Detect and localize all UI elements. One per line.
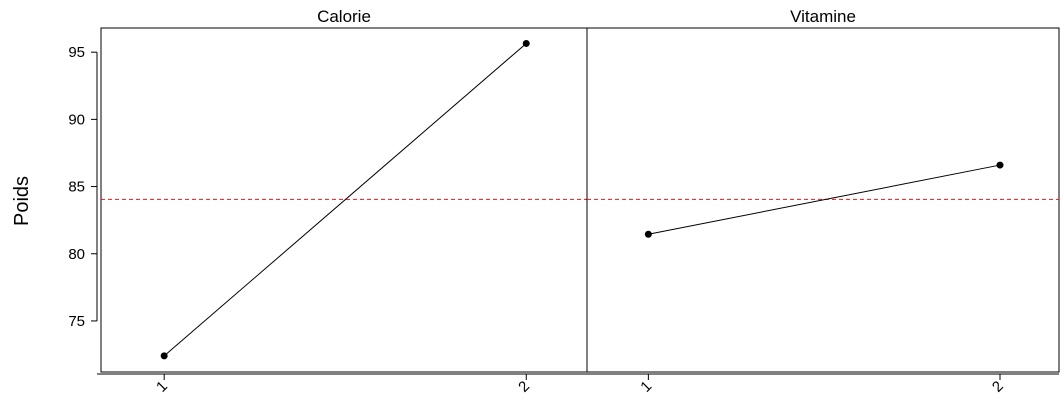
panel-frame: [586, 27, 1060, 373]
data-point: [644, 230, 652, 238]
y-tick-label: 75: [68, 313, 85, 330]
series-line: [163, 43, 527, 357]
panel-calorie: Calorie 1 2: [100, 7, 588, 396]
y-tick-label: 90: [68, 111, 85, 128]
panel-vitamine: Vitamine 1 2: [586, 7, 1060, 396]
x-tick-label: 1: [637, 378, 655, 396]
y-axis: 75 80 85 90 95: [68, 44, 98, 330]
x-tick-label: 2: [515, 378, 533, 396]
y-tick-label: 85: [68, 179, 85, 196]
data-point: [160, 352, 168, 360]
panel-title: Calorie: [317, 7, 371, 26]
y-axis-title: Poids: [11, 176, 33, 226]
y-tick-label: 80: [68, 246, 85, 263]
panels-layer: Calorie 1 2 Vitamine 1 2: [97, 7, 1060, 396]
x-tick-label: 1: [153, 378, 171, 396]
data-point: [522, 39, 530, 47]
panel-frame: [100, 27, 588, 373]
data-point: [996, 161, 1004, 169]
y-tick-label: 95: [68, 44, 85, 61]
x-tick-label: 2: [989, 378, 1007, 396]
series-line: [648, 164, 1001, 235]
panel-title: Vitamine: [790, 7, 856, 26]
